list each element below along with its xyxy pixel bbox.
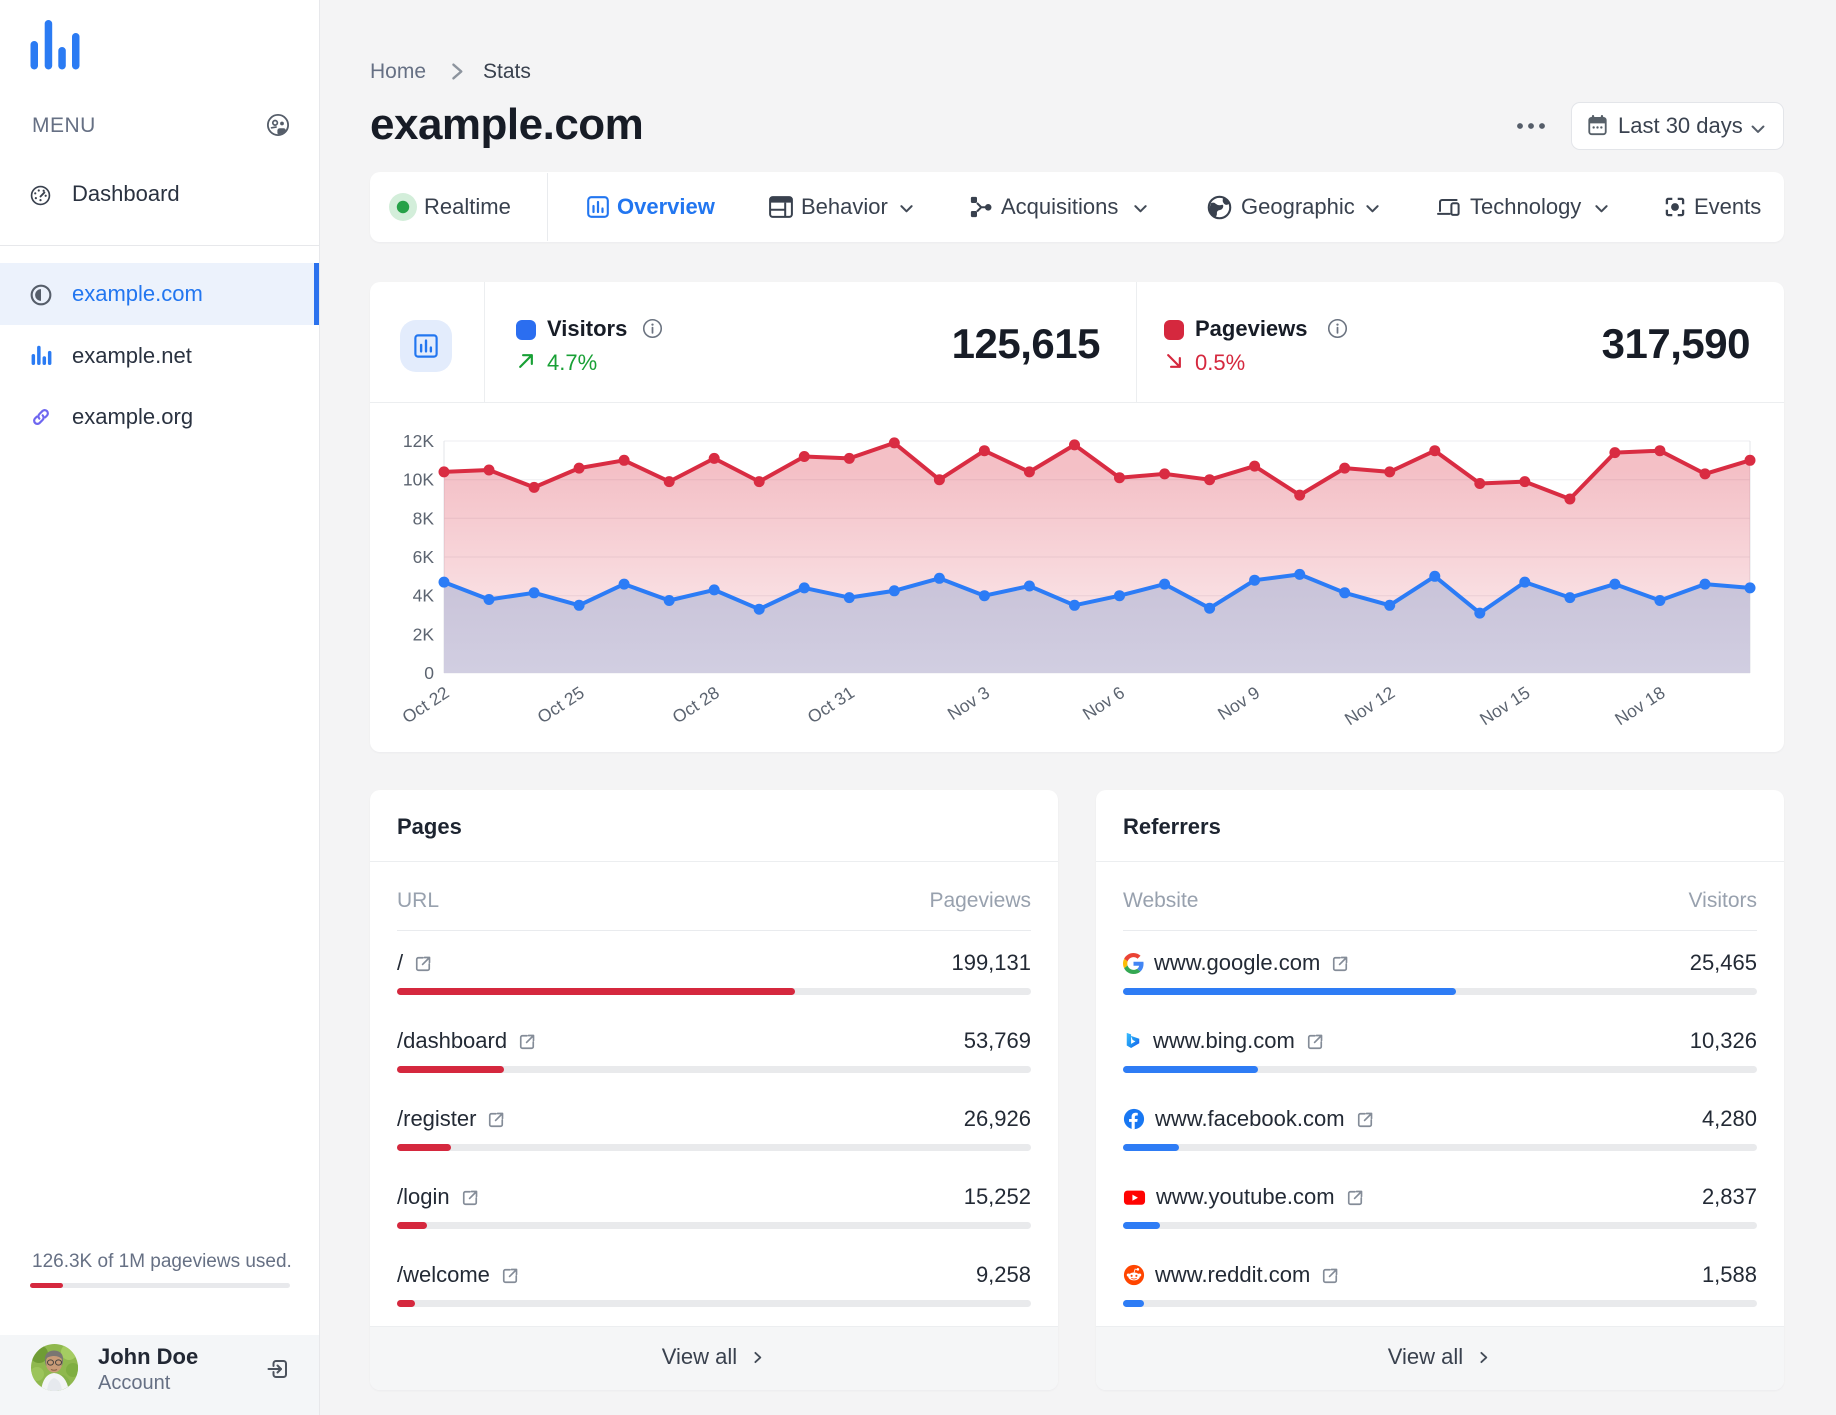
svg-text:8K: 8K	[413, 508, 435, 528]
svg-text:4K: 4K	[413, 586, 435, 606]
svg-text:Nov 9: Nov 9	[1214, 682, 1263, 724]
svg-text:6K: 6K	[413, 547, 435, 567]
svg-text:Oct 28: Oct 28	[669, 682, 723, 727]
svg-text:Nov 18: Nov 18	[1611, 682, 1668, 729]
svg-text:10K: 10K	[403, 470, 434, 490]
svg-text:Nov 3: Nov 3	[944, 682, 993, 724]
svg-text:Oct 31: Oct 31	[804, 682, 858, 727]
svg-text:Nov 12: Nov 12	[1341, 682, 1398, 729]
svg-text:Oct 25: Oct 25	[534, 682, 588, 727]
svg-text:2K: 2K	[413, 624, 435, 644]
svg-text:Nov 6: Nov 6	[1079, 682, 1128, 724]
svg-text:12K: 12K	[403, 431, 434, 451]
svg-text:Nov 15: Nov 15	[1476, 682, 1533, 729]
svg-text:Oct 22: Oct 22	[399, 682, 453, 727]
svg-text:0: 0	[424, 663, 434, 683]
